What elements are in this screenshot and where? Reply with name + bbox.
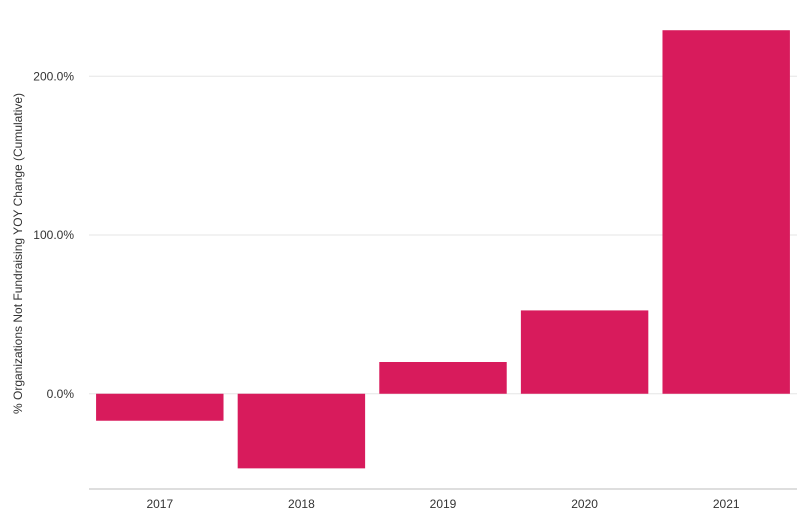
y-tick-label: 0.0% [47, 387, 75, 401]
x-axis: 2017 2018 2019 2020 2021 [89, 488, 797, 511]
bars [96, 30, 790, 469]
x-tick-label: 2017 [146, 497, 173, 511]
y-tick-label: 100.0% [33, 228, 74, 242]
bar-2021[interactable] [662, 30, 790, 394]
bar-2019[interactable] [379, 362, 507, 394]
bar-2017[interactable] [96, 393, 224, 421]
y-tick-label: 200.0% [33, 69, 74, 83]
bar-2020[interactable] [520, 310, 649, 394]
x-tick-label: 2019 [430, 497, 457, 511]
y-axis: 0.0% 100.0% 200.0% [33, 69, 74, 400]
y-axis-title: % Organizations Not Fundraising YOY Chan… [11, 93, 25, 414]
x-tick-label: 2021 [713, 497, 740, 511]
x-tick-label: 2020 [571, 497, 598, 511]
bar-2018[interactable] [237, 393, 366, 469]
x-tick-label: 2018 [288, 497, 315, 511]
